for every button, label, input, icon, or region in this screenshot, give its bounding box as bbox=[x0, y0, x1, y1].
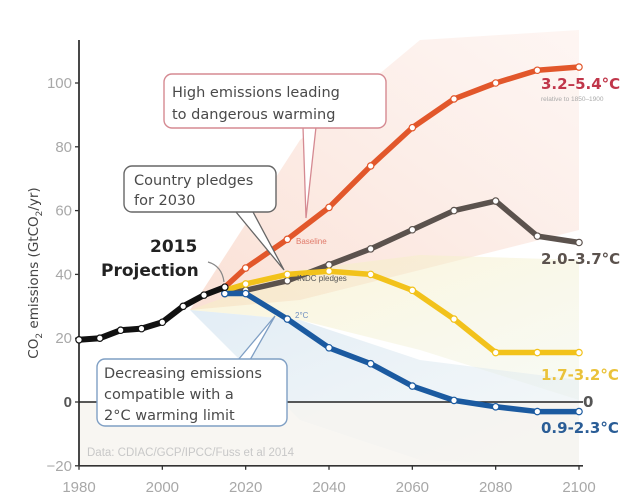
x-tick-label: 1980 bbox=[62, 479, 95, 496]
data-point bbox=[575, 348, 583, 357]
series-line bbox=[222, 268, 582, 356]
x-tick-label: 2000 bbox=[146, 479, 179, 496]
callout-high-emissions: High emissions leading to dangerous warm… bbox=[163, 73, 387, 219]
data-point bbox=[366, 162, 375, 170]
projection-annotation: 2015 Projection bbox=[101, 237, 225, 283]
x-tick-label: 2040 bbox=[312, 479, 345, 496]
data-point bbox=[283, 235, 292, 244]
data-point bbox=[221, 289, 229, 298]
y-tick-label: 40 bbox=[55, 266, 72, 283]
x-tick-label: 2060 bbox=[396, 479, 429, 496]
data-point bbox=[241, 264, 250, 272]
callout-high-box bbox=[163, 73, 387, 129]
data-point bbox=[200, 291, 208, 299]
data-point bbox=[533, 232, 542, 240]
indc-label: INDC pledges bbox=[297, 274, 347, 283]
end-label-intermediate: 1.7-3.2°C bbox=[541, 366, 619, 384]
callout-decreasing-line2: compatible with a bbox=[104, 387, 234, 403]
projection-label: Projection bbox=[101, 261, 199, 281]
projection-pointer bbox=[207, 261, 225, 283]
end-label-indc: 2.0–3.7°C bbox=[541, 250, 620, 268]
y-tick-label: −20 bbox=[47, 458, 72, 475]
data-point bbox=[491, 402, 500, 411]
data-point bbox=[325, 261, 333, 269]
series-layer bbox=[75, 63, 583, 416]
callout-high-line2: to dangerous warming bbox=[172, 107, 335, 123]
data-point bbox=[575, 63, 583, 71]
two-degree-label: 2°C bbox=[295, 311, 309, 320]
series-historical bbox=[75, 283, 229, 344]
data-point bbox=[491, 79, 500, 87]
callout-decreasing-box bbox=[96, 358, 288, 427]
data-point bbox=[366, 270, 375, 279]
zero-line-label: 0 bbox=[583, 393, 593, 411]
data-point bbox=[221, 283, 229, 291]
data-point bbox=[533, 348, 542, 357]
data-point bbox=[283, 270, 292, 279]
data-point bbox=[450, 396, 458, 405]
callout-decreasing-line1: Decreasing emissions bbox=[104, 366, 262, 382]
data-point bbox=[450, 206, 458, 215]
callout-decreasing: Decreasing emissions compatible with a 2… bbox=[96, 315, 288, 427]
callout-high-pointer bbox=[302, 126, 317, 219]
y-tick-label: 0 bbox=[64, 394, 72, 411]
data-point bbox=[116, 326, 125, 335]
series-line bbox=[222, 290, 582, 415]
baseline-label: Baseline bbox=[296, 237, 327, 246]
source-note: Data: CDIAC/GCP/IPCC/Fuss et al 2014 bbox=[87, 447, 295, 459]
data-point bbox=[241, 280, 250, 288]
y-axis-label: CO2 emissions (GtCO2/yr) bbox=[26, 187, 45, 358]
data-point bbox=[408, 225, 417, 234]
callout-decreasing-pointer bbox=[237, 315, 276, 361]
series-line bbox=[222, 198, 582, 297]
y-tick-label: 100 bbox=[47, 75, 72, 92]
data-point bbox=[137, 324, 146, 333]
data-point bbox=[325, 203, 333, 212]
series-intermediate bbox=[221, 267, 583, 357]
x-tick-label: 2080 bbox=[479, 479, 512, 496]
series-line bbox=[222, 64, 582, 290]
x-tick-label: 2100 bbox=[562, 479, 595, 496]
callout-decreasing-line3: 2°C warming limit bbox=[104, 408, 235, 424]
end-label-baseline: 3.2–5.4°C bbox=[541, 75, 620, 93]
data-point bbox=[366, 359, 375, 368]
data-point bbox=[408, 123, 417, 132]
data-point bbox=[533, 407, 542, 416]
data-point bbox=[283, 315, 292, 323]
callout-pledges: Country pledges for 2030 bbox=[123, 165, 285, 271]
y-tick-label: 60 bbox=[55, 203, 72, 220]
y-tick-label: 80 bbox=[55, 139, 72, 156]
callout-pledges-box bbox=[123, 165, 277, 213]
x-tick-label: 2020 bbox=[229, 479, 262, 496]
data-point bbox=[533, 66, 542, 75]
projection-year: 2015 bbox=[150, 237, 197, 257]
data-point bbox=[158, 318, 167, 327]
data-point bbox=[283, 276, 292, 285]
data-point bbox=[325, 267, 333, 276]
data-point bbox=[575, 238, 583, 247]
data-point bbox=[450, 315, 458, 323]
data-point bbox=[575, 407, 583, 416]
callout-pledges-pointer bbox=[235, 211, 285, 271]
data-point bbox=[241, 289, 250, 298]
data-point bbox=[408, 382, 417, 390]
data-point bbox=[366, 245, 375, 253]
end-label-two-degree: 0.9-2.3°C bbox=[541, 419, 619, 437]
callout-pledges-line2: for 2030 bbox=[134, 193, 195, 209]
end-sublabel-baseline: relative to 1850–1900 bbox=[541, 96, 604, 103]
data-point bbox=[75, 335, 83, 344]
y-tick-label: 20 bbox=[55, 330, 72, 347]
fan-mid bbox=[190, 255, 579, 400]
callout-pledges-line1: Country pledges bbox=[134, 173, 253, 189]
data-point bbox=[408, 286, 417, 295]
data-point bbox=[491, 197, 500, 205]
data-point bbox=[96, 334, 104, 343]
data-point bbox=[450, 95, 458, 103]
data-point bbox=[491, 348, 500, 357]
callout-high-line1: High emissions leading bbox=[172, 85, 340, 101]
data-point bbox=[179, 302, 187, 311]
data-point bbox=[325, 343, 333, 352]
